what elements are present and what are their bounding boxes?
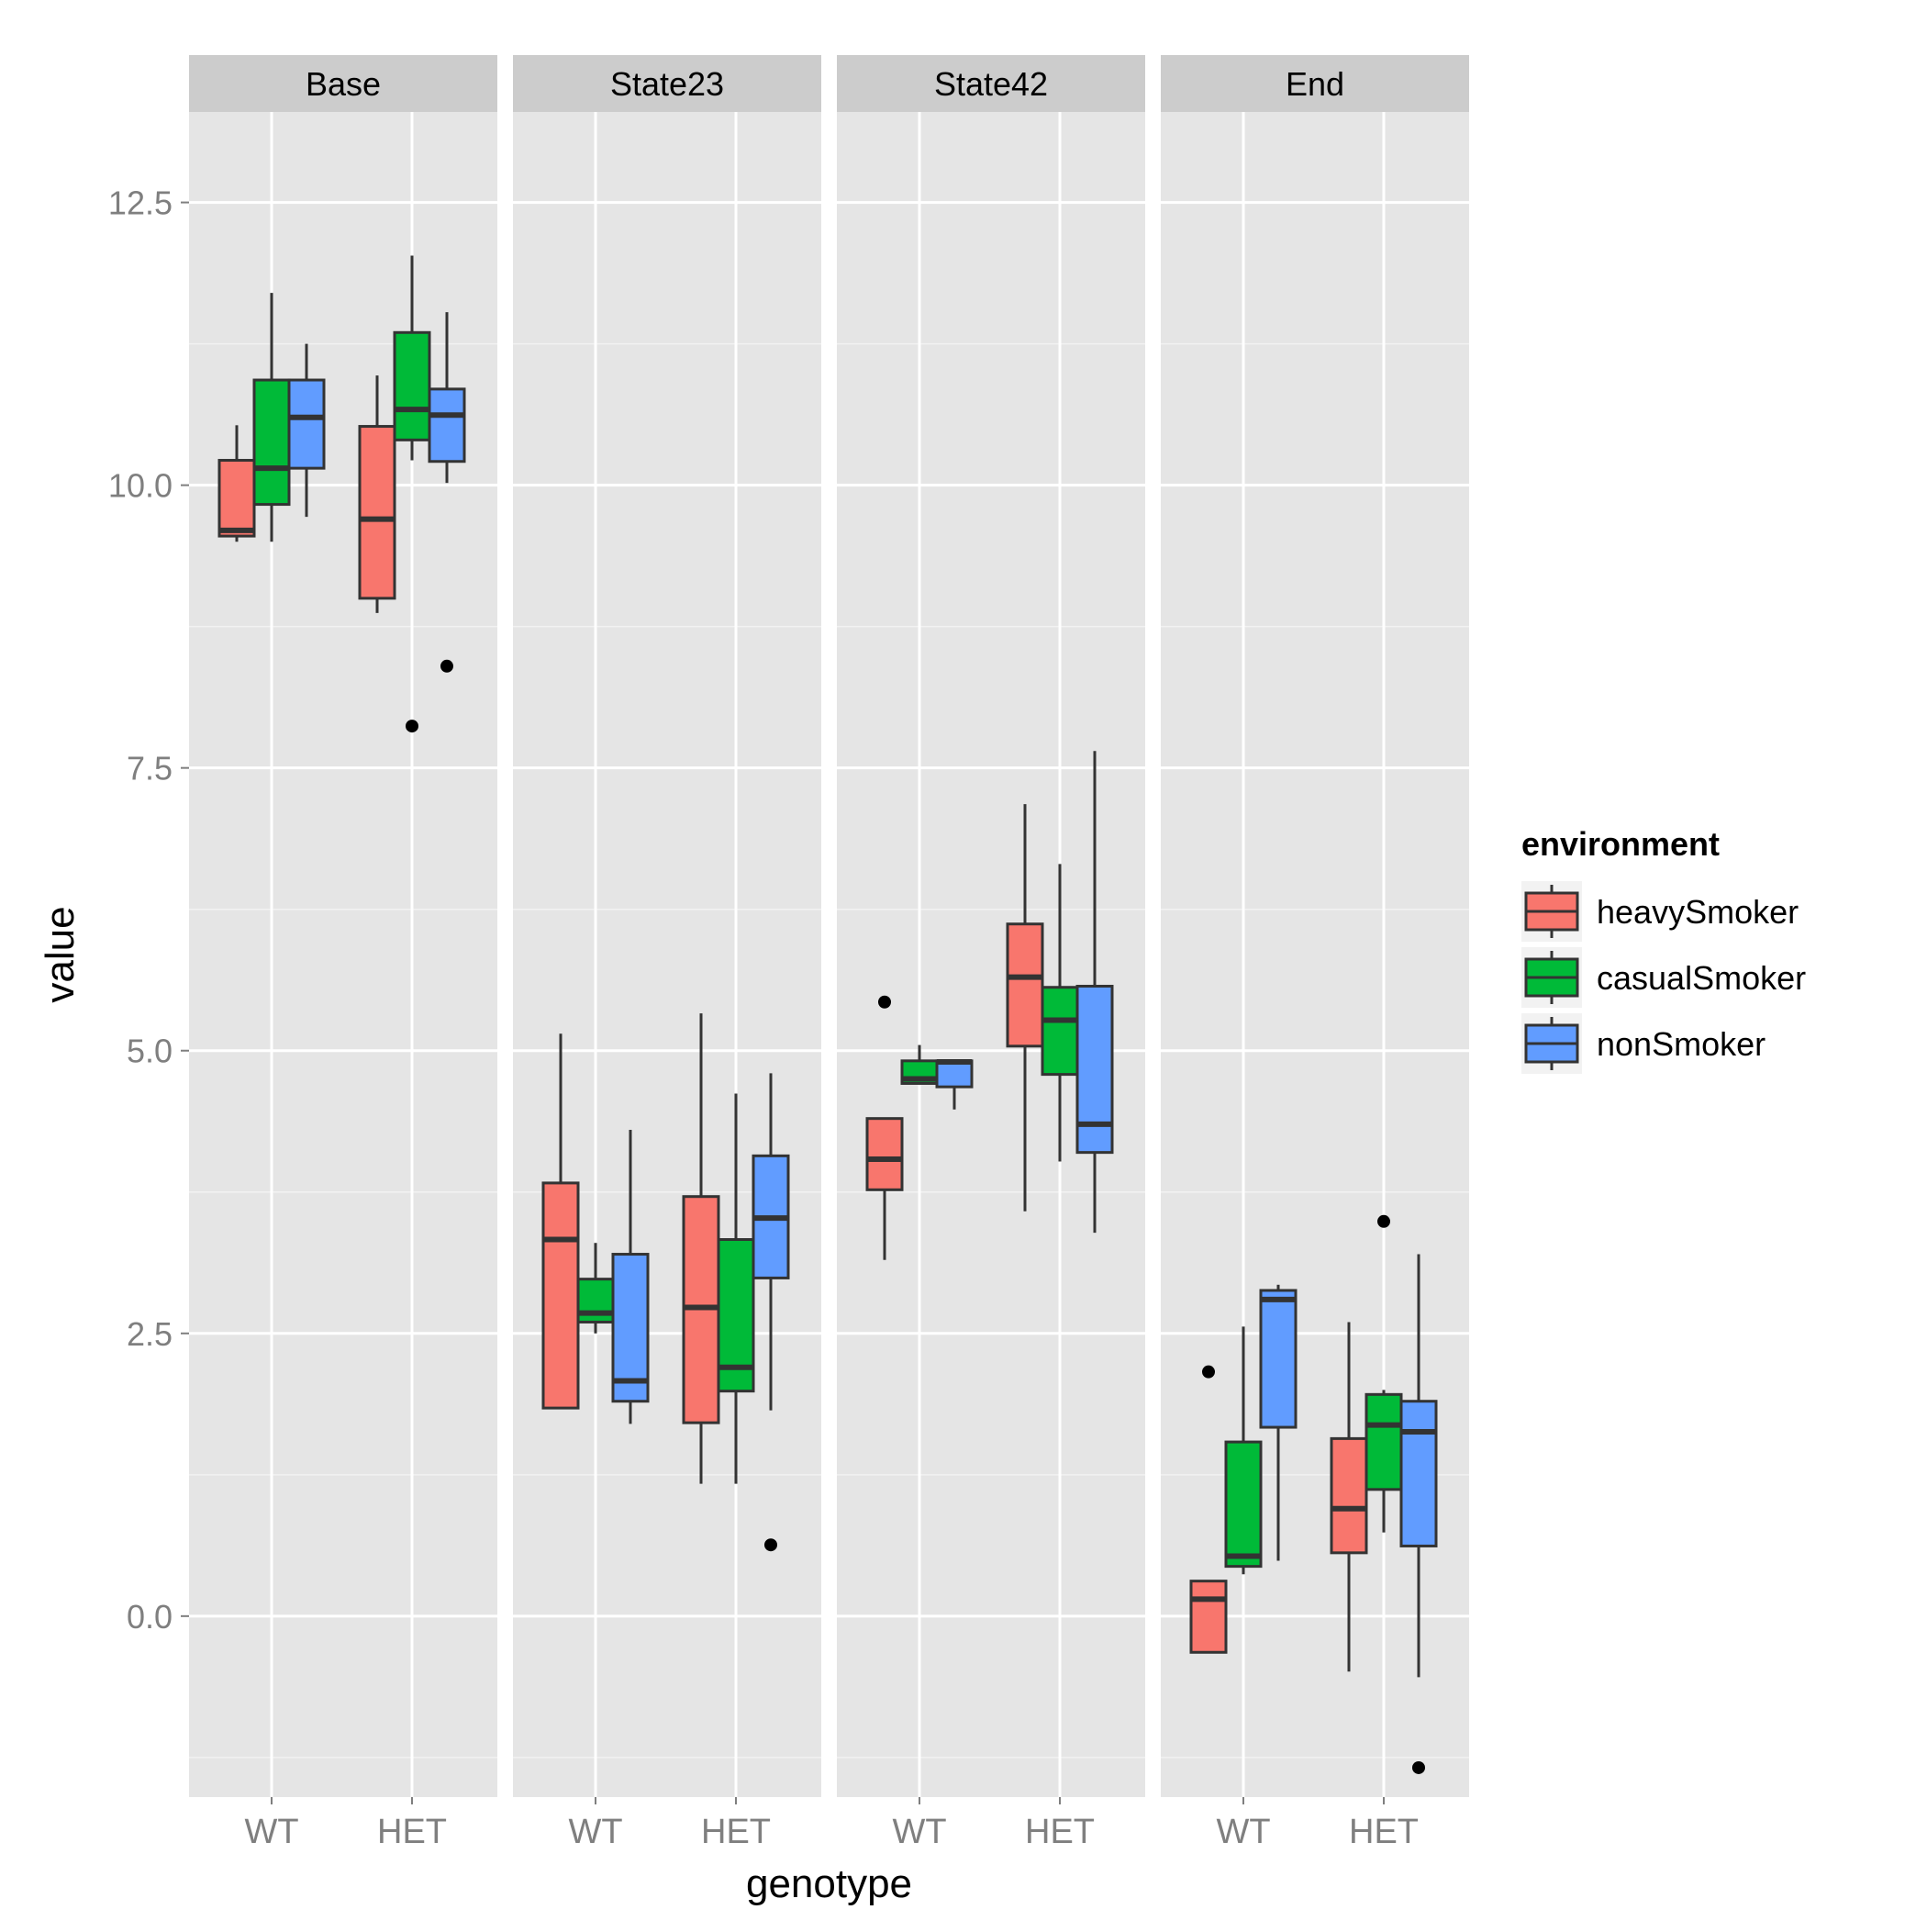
box-state42-wt-casualSmoker — [900, 1044, 939, 1085]
legend-item-casualSmoker: casualSmoker — [1521, 947, 1806, 1008]
box-state23-wt-nonSmoker — [611, 1129, 650, 1424]
box-base-wt-heavySmoker — [217, 425, 256, 542]
facet-strip-state42 — [837, 55, 1145, 112]
box-state42-het-heavySmoker — [1006, 804, 1044, 1212]
x-tick-label: HET — [701, 1813, 771, 1851]
box-state42-wt-heavySmoker — [865, 995, 904, 1260]
legend-title: environment — [1521, 825, 1720, 863]
facet-strip-label-end: End — [1286, 65, 1344, 103]
y-tick-label: 7.5 — [127, 750, 173, 787]
x-tick-label: HET — [1349, 1813, 1419, 1851]
box-end-wt-casualSmoker — [1224, 1326, 1263, 1575]
outlier-point — [764, 1538, 777, 1552]
box-end-wt-heavySmoker — [1189, 1365, 1228, 1654]
chart-marks — [217, 255, 1438, 1774]
box-body — [1006, 922, 1044, 1048]
y-tick-label: 0.0 — [127, 1598, 173, 1636]
facet-strip-label-state42: State42 — [934, 65, 1048, 103]
box-body — [611, 1253, 650, 1403]
x-tick-label: HET — [1025, 1813, 1095, 1851]
box-end-het-casualSmoker — [1364, 1214, 1403, 1533]
box-body — [1399, 1400, 1438, 1547]
legend-label: casualSmoker — [1597, 959, 1806, 997]
facet-panel-state23 — [513, 112, 821, 1797]
box-end-het-nonSmoker — [1399, 1254, 1438, 1774]
box-body — [428, 387, 466, 463]
legend-keys: heavySmoker casualSmoker nonSmoker — [1521, 881, 1806, 1074]
y-tick-label: 5.0 — [127, 1033, 173, 1070]
box-body — [541, 1181, 580, 1410]
box-state23-wt-casualSmoker — [576, 1243, 615, 1334]
box-state42-wt-nonSmoker — [935, 1059, 974, 1110]
y-tick-label: 2.5 — [127, 1315, 173, 1353]
facet-strip-state23 — [513, 55, 821, 112]
legend: environment heavySmoker casualSmoker nonSm… — [1521, 825, 1806, 1074]
box-body — [1224, 1440, 1263, 1569]
legend-label: heavySmoker — [1597, 893, 1799, 931]
box-base-het-heavySmoker — [358, 375, 396, 613]
facet-strip-label-base: Base — [306, 65, 381, 103]
x-tick-label: HET — [377, 1813, 447, 1851]
box-state42-het-casualSmoker — [1041, 864, 1079, 1162]
box-body — [287, 378, 326, 470]
facet-strip-label-state23: State23 — [610, 65, 724, 103]
box-body — [1189, 1580, 1228, 1654]
box-body — [1075, 985, 1114, 1155]
box-state23-het-casualSmoker — [717, 1093, 755, 1484]
box-state42-het-nonSmoker — [1075, 751, 1114, 1234]
facet-panel-base — [189, 112, 497, 1797]
y-axis-title: value — [38, 906, 83, 1002]
box-body — [935, 1059, 974, 1089]
box-end-wt-nonSmoker — [1259, 1284, 1298, 1561]
chart-axes: WT HET WT HET WT HET WT HET 0.0 2.5 5.0 7.5 10.0 12.5 — [108, 184, 1419, 1851]
x-tick-label: WT — [568, 1813, 622, 1851]
box-body — [1041, 986, 1079, 1077]
box-body — [217, 459, 256, 538]
y-tick-label: 12.5 — [108, 184, 173, 222]
box-state23-het-heavySmoker — [682, 1013, 720, 1484]
box-body — [393, 330, 431, 441]
box-base-wt-casualSmoker — [252, 293, 291, 542]
x-tick-label: WT — [892, 1813, 946, 1851]
facet-strip-end — [1161, 55, 1469, 112]
box-body — [1364, 1392, 1403, 1491]
x-tick-label: WT — [244, 1813, 298, 1851]
box-end-het-heavySmoker — [1330, 1322, 1368, 1672]
outlier-point — [440, 659, 453, 673]
box-body — [1330, 1436, 1368, 1555]
box-base-het-nonSmoker — [428, 312, 466, 673]
facet-panel-state42 — [837, 112, 1145, 1797]
box-body — [865, 1117, 904, 1191]
box-body — [1259, 1289, 1298, 1429]
box-base-wt-nonSmoker — [287, 343, 326, 518]
outlier-point — [1377, 1214, 1390, 1228]
legend-item-nonSmoker: nonSmoker — [1521, 1013, 1765, 1074]
legend-label: nonSmoker — [1597, 1025, 1765, 1063]
outlier-point — [878, 995, 891, 1009]
box-body — [252, 378, 291, 507]
outlier-point — [1412, 1760, 1425, 1774]
box-body — [358, 425, 396, 600]
y-tick-label: 10.0 — [108, 467, 173, 505]
outlier-point — [1202, 1365, 1215, 1379]
legend-item-heavySmoker: heavySmoker — [1521, 881, 1799, 942]
box-base-het-casualSmoker — [393, 255, 431, 733]
x-tick-label: WT — [1216, 1813, 1270, 1851]
box-state23-het-nonSmoker — [752, 1073, 790, 1552]
x-axis-title: genotype — [746, 1861, 912, 1906]
facet-strip-base — [189, 55, 497, 112]
outlier-point — [406, 720, 418, 733]
